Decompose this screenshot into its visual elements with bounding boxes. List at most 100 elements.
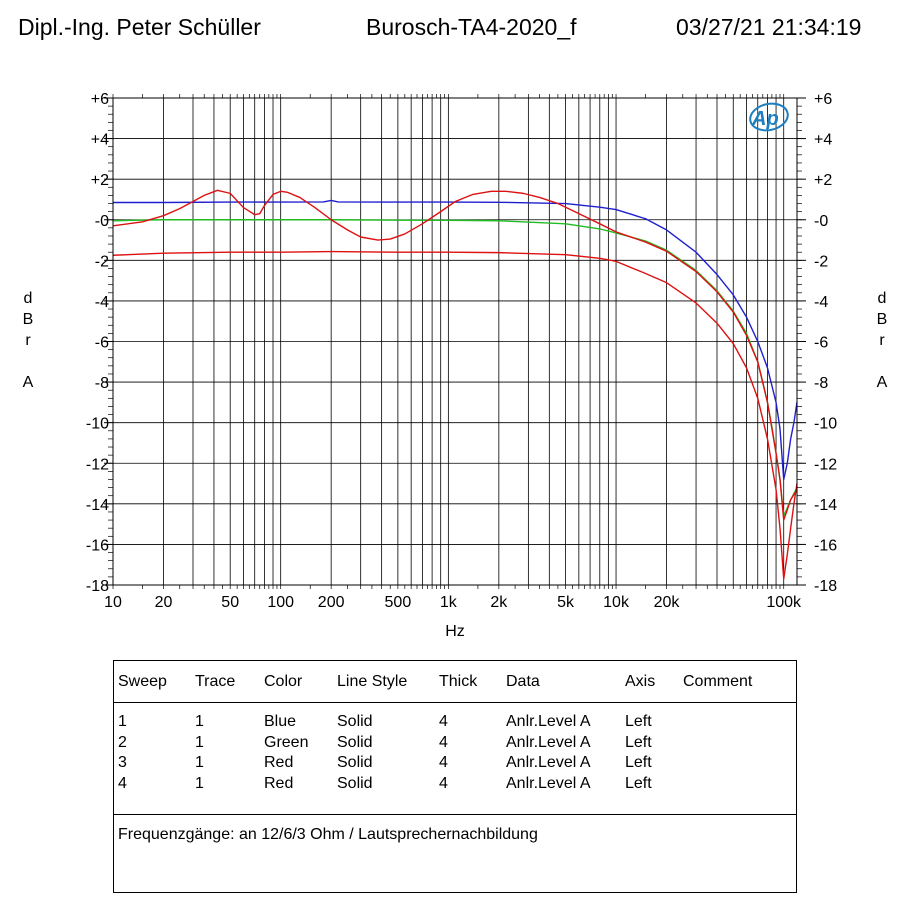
- legend-row-cell: 4: [439, 774, 448, 792]
- legend-row-cell: Solid: [337, 774, 373, 792]
- legend-row-cell: Anlr.Level A: [506, 754, 591, 771]
- legend-row-cell: Left: [625, 754, 652, 771]
- x-tick-label: 2k: [490, 594, 508, 611]
- x-tick-label: 5k: [557, 594, 575, 611]
- x-tick-label: 100: [267, 594, 294, 611]
- x-tick-label: 10k: [603, 594, 630, 611]
- y-tick-label-right: +4: [814, 132, 832, 149]
- y-tick-label-right: -12: [814, 456, 837, 473]
- y-axis-label-left: r: [25, 332, 31, 349]
- y-tick-label-right: -18: [814, 578, 837, 595]
- y-tick-label-left: -14: [86, 497, 109, 514]
- y-tick-label-right: -8: [814, 375, 828, 392]
- y-axis-label-left: d: [24, 290, 33, 307]
- legend-row-cell: 1: [195, 713, 204, 730]
- legend-row-cell: 3: [118, 754, 127, 771]
- y-tick-label-left: -12: [86, 456, 109, 473]
- legend-header-cell: Thick: [439, 673, 478, 690]
- series-lines: [112, 189, 798, 580]
- header-datetime: 03/27/21 21:34:19: [676, 14, 862, 40]
- y-tick-label-left: +4: [91, 132, 109, 149]
- series-4-line: [112, 250, 798, 580]
- legend-row-cell: Solid: [337, 754, 373, 771]
- y-tick-label-left: -8: [95, 375, 109, 392]
- ap-logo-text: Ap: [751, 108, 779, 130]
- x-tick-label: 500: [385, 594, 412, 611]
- legend-row-cell: Anlr.Level A: [506, 774, 591, 792]
- y-tick-label-left: +6: [91, 91, 109, 108]
- legend-comment: Frequenzgänge: an 12/6/3 Ohm / Lautsprec…: [118, 826, 538, 843]
- y-tick-label-right: -6: [814, 335, 828, 352]
- y-tick-label-right: -0: [814, 213, 828, 230]
- y-tick-label-left: -10: [86, 416, 109, 433]
- ap-logo: Ap: [749, 102, 789, 132]
- legend-row-cell: Left: [625, 713, 652, 730]
- x-tick-label: 100k: [766, 594, 802, 611]
- legend-header-cell: Trace: [195, 673, 236, 690]
- legend-row-cell: 1: [195, 774, 204, 792]
- legend-row-cell: Left: [625, 733, 652, 751]
- legend-row-cell: Anlr.Level A: [506, 713, 591, 730]
- legend-row-cell: 4: [439, 733, 448, 751]
- legend-row-cell: Left: [625, 774, 652, 792]
- y-tick-label-left: -18: [86, 578, 109, 595]
- legend-row-cell: Solid: [337, 733, 373, 751]
- y-tick-label-right: -14: [814, 497, 837, 514]
- x-tick-label: 1k: [440, 594, 458, 611]
- legend-table: Sweep Trace Color Line Style Thick Data Axis Co…: [113, 660, 797, 893]
- legend-header-cell: Line Style: [337, 673, 408, 690]
- frequency-response-chart: +6 +6 +4 +4 +2 +2 -0 -0 -2 -2 -4 -4 -6 -6 -8 -8 -10 -10 -1…: [23, 91, 888, 640]
- legend-row-cell: Blue: [264, 713, 297, 730]
- legend-row-cell: 4: [118, 774, 127, 792]
- legend-row-cell: 1: [195, 733, 204, 751]
- x-tick-label: 50: [221, 594, 239, 611]
- y-axis-label-right: r: [879, 332, 885, 349]
- y-tick-label-left: -0: [95, 213, 109, 230]
- legend-row-cell: Solid: [337, 713, 373, 730]
- legend-table-divider: [114, 814, 796, 815]
- x-tick-label: 20k: [654, 594, 681, 611]
- plot-frame: [112, 97, 798, 586]
- legend-row-cell: 4: [439, 754, 448, 771]
- series-1-line: [113, 199, 798, 481]
- y-tick-label-left: +2: [91, 172, 109, 189]
- legend-header-cell: Color: [264, 673, 303, 690]
- x-axis-label: Hz: [445, 623, 465, 640]
- legend-header-cell: Sweep: [118, 673, 167, 690]
- y-tick-label-right: -10: [814, 416, 837, 433]
- legend-row-cell: Red: [264, 774, 294, 792]
- legend-table-header: Sweep Trace Color Line Style Thick Data Axis Co…: [114, 661, 796, 703]
- legend-row-cell: Anlr.Level A: [506, 733, 591, 751]
- y-axis-label-right: B: [877, 311, 888, 328]
- legend-row-cell: 1: [118, 713, 127, 730]
- y-tick-label-left: -2: [95, 253, 109, 270]
- x-tick-label: 10: [104, 594, 122, 611]
- y-tick-label-right: -4: [814, 294, 828, 311]
- y-tick-label-left: -4: [95, 294, 109, 311]
- y-axis-label-right: d: [878, 290, 887, 307]
- x-tick-label: 200: [318, 594, 345, 611]
- header-author: Dipl.-Ing. Peter Schüller: [18, 14, 261, 40]
- y-tick-label-left: -6: [95, 335, 109, 352]
- legend-row-cell: Green: [264, 733, 309, 751]
- axis-labels: +6 +6 +4 +4 +2 +2 -0 -0 -2 -2 -4 -4 -6 -6 -8 -8 -10 -10 -1…: [23, 91, 888, 640]
- y-tick-label-right: +6: [814, 91, 832, 108]
- y-axis-label-left: A: [23, 374, 34, 391]
- header-filename: Burosch-TA4-2020_f: [366, 14, 577, 40]
- axis-ticks: [104, 94, 806, 589]
- legend-row-cell: Red: [264, 754, 294, 771]
- y-tick-label-right: -2: [814, 253, 828, 270]
- legend-row-cell: 4: [439, 713, 448, 730]
- y-tick-label-right: +2: [814, 172, 832, 189]
- legend-header-cell: Comment: [683, 673, 753, 690]
- y-tick-label-right: -16: [814, 537, 837, 554]
- y-axis-label-left: B: [23, 311, 34, 328]
- legend-header-cell: Data: [506, 673, 540, 690]
- major-grid: [112, 97, 797, 586]
- series-3-line: [112, 189, 798, 521]
- legend-row-cell: 1: [195, 754, 204, 771]
- series-2-line: [112, 219, 798, 517]
- y-axis-label-right: A: [877, 374, 888, 391]
- x-tick-label: 20: [155, 594, 173, 611]
- legend-row-cell: 2: [118, 733, 127, 751]
